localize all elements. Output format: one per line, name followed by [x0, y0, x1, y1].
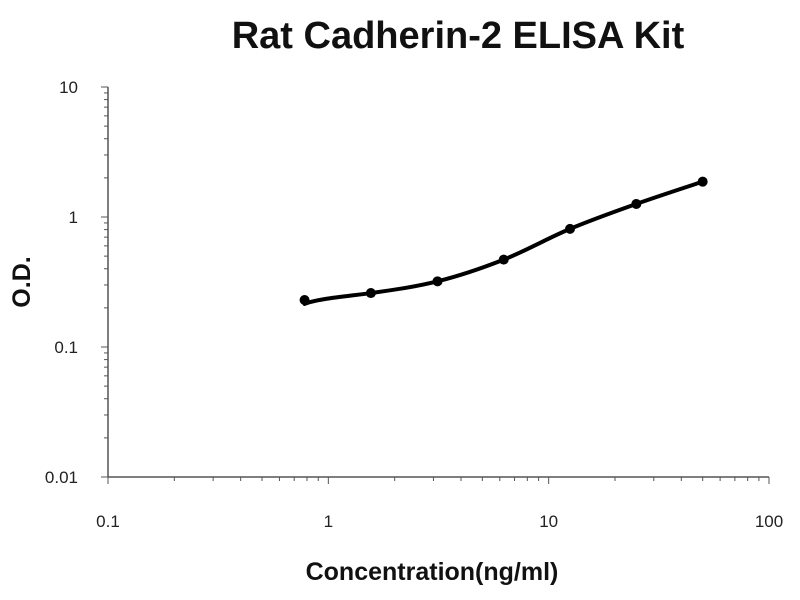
y-axis-label: O.D. — [8, 256, 36, 307]
x-axis-label: Concentration(ng/ml) — [306, 558, 559, 586]
y-tick-label: 10 — [59, 78, 78, 97]
data-point — [498, 254, 509, 265]
axes — [101, 86, 770, 484]
x-tick-label: 10 — [539, 512, 558, 531]
data-point — [299, 294, 310, 305]
x-tick-label: 100 — [755, 512, 783, 531]
tick-labels: 0.1 1 10 100 0.01 0.1 1 10 — [45, 78, 783, 531]
data-points — [299, 176, 708, 305]
data-point — [432, 276, 443, 287]
x-tick-label: 1 — [324, 512, 333, 531]
y-tick-label: 0.01 — [45, 468, 78, 487]
x-tick-label: 0.1 — [96, 512, 120, 531]
data-point — [697, 176, 708, 187]
data-point — [365, 288, 376, 299]
y-tick-label: 1 — [69, 208, 78, 227]
y-tick-label: 0.1 — [54, 338, 78, 357]
chart-title: Rat Cadherin-2 ELISA Kit — [232, 15, 685, 57]
data-point — [631, 198, 642, 209]
fitted-curve — [302, 179, 705, 306]
data-point — [565, 223, 576, 234]
